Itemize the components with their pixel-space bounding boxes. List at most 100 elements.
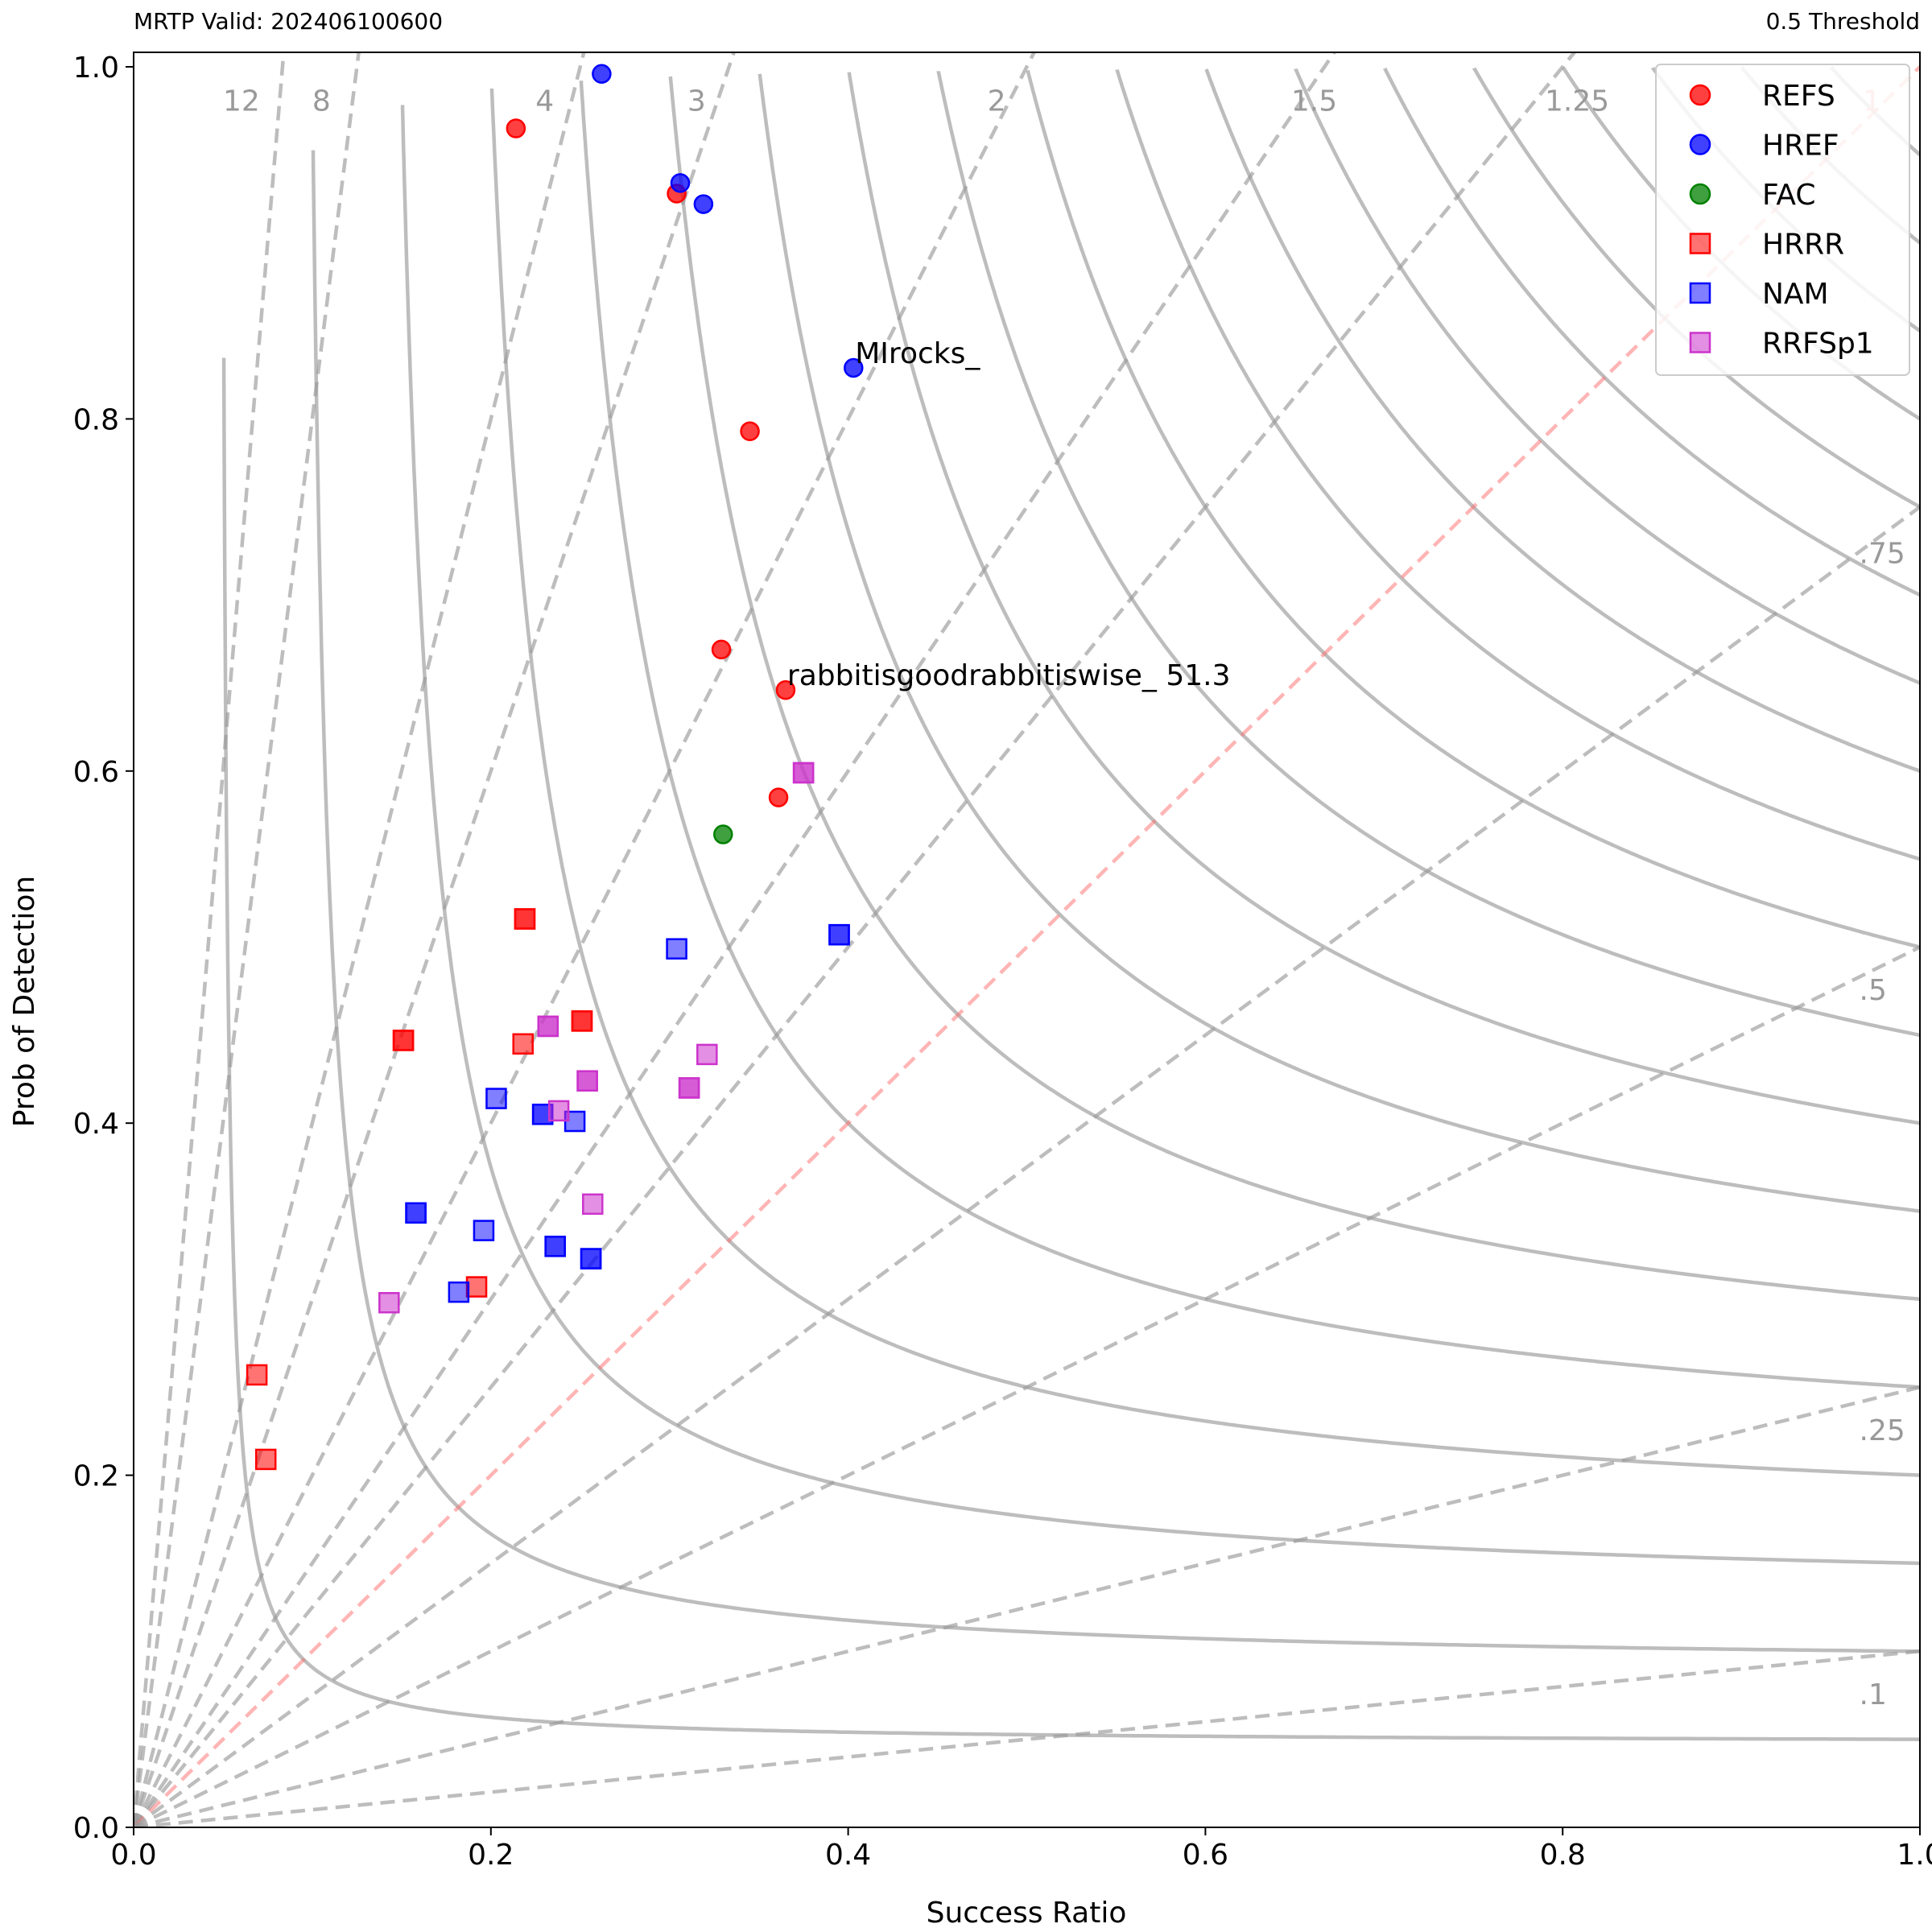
legend: REFS HREF FAC HRRR NAM RRFSp1	[1655, 64, 1910, 376]
y-tick-label: 0.4	[73, 1108, 119, 1141]
data-point	[582, 1193, 604, 1216]
data-point	[740, 421, 760, 441]
csi-contour-line	[1383, 67, 1920, 597]
plot-inner	[134, 52, 1920, 1827]
bias-line-label: .5	[1860, 974, 1887, 1007]
csi-contour-line	[1472, 67, 1920, 509]
legend-marker	[1689, 84, 1711, 106]
legend-marker	[1689, 134, 1711, 155]
bias-line	[134, 52, 737, 1827]
bias-line	[134, 52, 1577, 1827]
data-point	[485, 1088, 507, 1109]
y-tick-label: 0.6	[73, 756, 119, 789]
data-point	[544, 1236, 566, 1257]
data-point	[537, 1015, 559, 1038]
data-point	[473, 1220, 495, 1241]
chart-subtitle-left: MRTP Valid: 202406100600	[134, 8, 443, 35]
data-point	[448, 1281, 470, 1303]
legend-label: NAM	[1762, 278, 1829, 311]
data-point	[392, 1030, 415, 1051]
csi-contour-line	[758, 73, 1920, 1213]
legend-label: HRRR	[1762, 229, 1844, 262]
csi-contour-line	[400, 105, 1920, 1566]
data-point	[547, 1100, 570, 1122]
data-point	[571, 1010, 593, 1032]
data-point	[465, 1276, 488, 1298]
axes-frame	[133, 52, 1921, 1828]
data-point	[844, 357, 864, 378]
x-tick-label: 0.0	[110, 1839, 156, 1872]
x-axis-label: Success Ratio	[927, 1897, 1127, 1930]
bias-line-label: 1.5	[1291, 85, 1337, 118]
csi-contour-line	[847, 72, 1920, 1125]
y-tick-label: 0.0	[73, 1812, 119, 1845]
legend-label: REFS	[1762, 80, 1835, 113]
bias-line	[134, 52, 286, 1827]
y-tick-label: 1.0	[73, 52, 119, 85]
data-point	[670, 173, 691, 193]
csi-contour-line	[1026, 69, 1920, 949]
legend-marker	[1689, 183, 1711, 205]
csi-contour-line	[579, 80, 1920, 1389]
data-point	[775, 679, 796, 700]
legend-label: HREF	[1762, 130, 1839, 163]
bias-line	[134, 52, 361, 1827]
y-tick-label: 0.2	[73, 1460, 119, 1493]
legend-marker	[1689, 233, 1711, 254]
data-point	[792, 762, 815, 784]
point-annotation: MIrocks_	[855, 337, 980, 370]
bias-line-label: 1.25	[1545, 85, 1609, 118]
x-tick-label: 0.6	[1183, 1839, 1228, 1872]
bias-line-label: 8	[312, 85, 331, 118]
point-annotation: rabbitisgoodrabbitiswise_ 51.3	[787, 659, 1231, 692]
bias-line	[134, 944, 1920, 1827]
bias-line-label: 3	[687, 85, 706, 118]
bias-line-label: 2	[988, 85, 1006, 118]
bias-line	[134, 52, 586, 1827]
legend-label: FAC	[1762, 179, 1816, 212]
data-point	[713, 824, 733, 844]
csi-contour-line	[668, 76, 1920, 1302]
data-point	[592, 64, 612, 84]
data-point	[246, 1364, 268, 1386]
data-point	[678, 1077, 700, 1099]
data-point	[576, 1070, 598, 1092]
csi-contour-line	[1115, 68, 1920, 861]
data-point	[828, 923, 850, 946]
bias-line	[134, 504, 1920, 1827]
x-tick-label: 0.2	[468, 1839, 514, 1872]
data-point	[580, 1248, 602, 1269]
data-point	[696, 1043, 718, 1066]
legend-marker	[1689, 332, 1711, 353]
csi-contour-line	[489, 88, 1920, 1477]
legend-marker	[1689, 282, 1711, 304]
data-point	[514, 908, 536, 930]
bias-line	[134, 1649, 1920, 1827]
data-point	[378, 1292, 400, 1314]
bias-line-label: .1	[1860, 1678, 1887, 1711]
bias-line-label: .25	[1860, 1414, 1905, 1447]
data-point	[693, 194, 714, 214]
data-point	[512, 1033, 534, 1055]
x-tick-label: 1.0	[1897, 1839, 1932, 1872]
csi-contour-line	[936, 71, 1920, 1038]
y-tick-label: 0.8	[73, 403, 119, 436]
csi-contour-line	[221, 357, 1920, 1741]
csi-contour-line	[1294, 68, 1920, 685]
x-tick-label: 0.4	[825, 1839, 871, 1872]
bias-line	[134, 52, 1037, 1827]
data-point	[768, 787, 789, 807]
legend-label: RRFSp1	[1762, 328, 1874, 361]
data-point	[506, 118, 526, 138]
bias-line	[134, 52, 1337, 1827]
bias-line-label: 4	[535, 85, 554, 118]
bias-line	[134, 64, 1920, 1827]
csi-contour-line	[1204, 68, 1920, 773]
bias-line	[134, 1385, 1920, 1827]
bias-line-label: 12	[223, 85, 260, 118]
plot-area: 1284321.51.251.75.5.25.1MIrocks_rabbitis…	[73, 52, 1932, 1872]
legend-box	[1655, 64, 1910, 376]
x-tick-label: 0.8	[1540, 1839, 1586, 1872]
